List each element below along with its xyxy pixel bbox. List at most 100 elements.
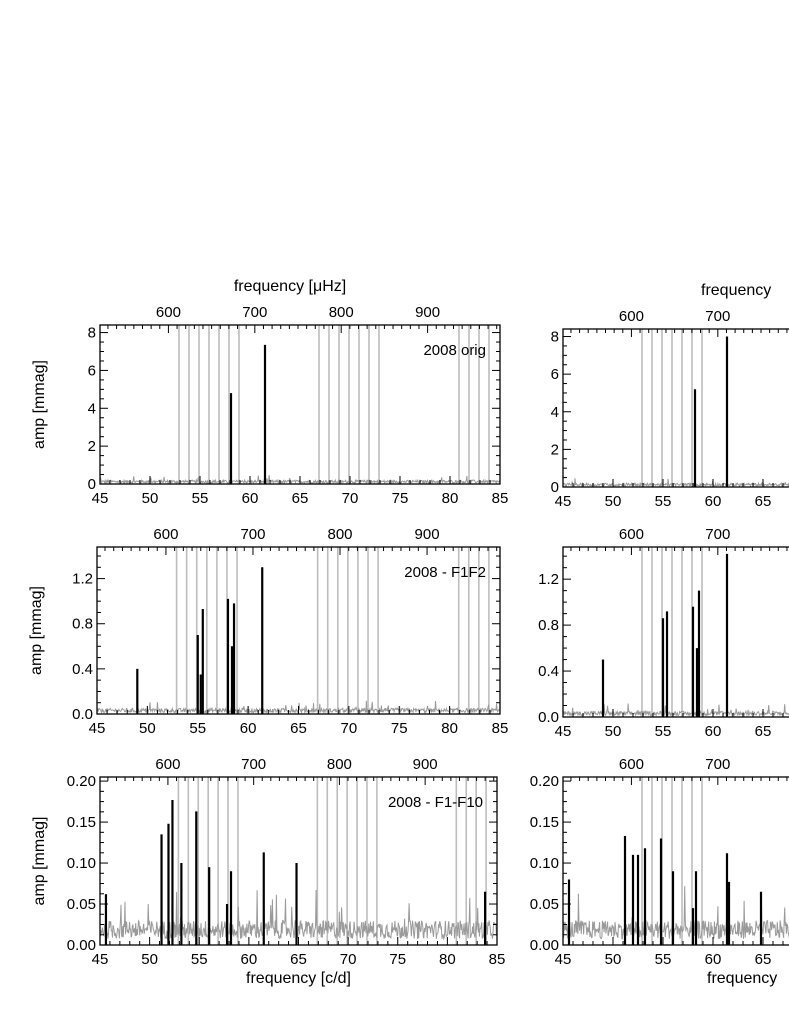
x-tick-label: 50 [142,490,159,507]
x-tick-label: 80 [439,951,456,968]
y-tick-label: 0.05 [530,896,559,913]
y-tick-label: 6 [88,362,96,379]
y-tick-label: 0.00 [67,937,96,954]
y-axis-label: amp [mmag] [28,586,45,675]
x-tick-label: 45 [555,951,572,968]
x-tick-label: 80 [441,720,458,737]
panel-annotation: 2008 - F1-F10 [388,794,483,811]
plot-area [563,547,789,717]
top-tick-label: 600 [619,526,644,543]
x-tick-label: 85 [492,720,509,737]
noise-trace [100,889,497,941]
top-tick-label: 800 [328,526,353,543]
y-tick-label: 8 [88,325,96,342]
x-tick-label: 55 [655,723,672,740]
x-axis-label: frequency [707,970,777,987]
plot-area [563,329,789,487]
x-tick-label: 55 [191,951,208,968]
x-tick-label: 65 [290,720,307,737]
x-tick-label: 75 [389,951,406,968]
top-axis-label: frequency [μHz] [234,278,346,295]
y-axis-label: amp [mmag] [31,360,48,449]
x-tick-label: 60 [705,493,722,510]
x-tick-label: 50 [605,951,622,968]
x-tick-label: 45 [92,490,109,507]
x-tick-label: 65 [290,951,307,968]
x-tick-label: 75 [392,490,409,507]
panel-1: 45 50 55 60 65 70 75 80 85 600 700 800 900 0 2 4 6 8 2008 … [31,278,508,507]
top-tick-label: 700 [705,756,730,773]
x-tick-label: 60 [705,723,722,740]
top-tick-label: 700 [705,308,730,325]
top-tick-label: 700 [242,304,267,321]
x-tick-label: 50 [141,951,158,968]
x-tick-label: 50 [605,723,622,740]
y-tick-label: 4 [551,404,559,421]
y-tick-label: 0.8 [72,616,93,633]
top-tick-label: 700 [705,526,730,543]
panel-3: 45 50 55 60 65 70 75 80 85 600 700 800 900 0.00 0.05 0.… [31,756,505,987]
plot-area [100,325,500,484]
panel-6: 45 50 55 60 65 600 700 0.00 0.05 0.10 0.15 0.20 freq… [530,756,789,987]
x-tick-label: 45 [89,720,106,737]
noise-trace [563,886,789,940]
y-tick-label: 0 [551,479,559,496]
y-tick-label: 0.0 [538,709,559,726]
y-tick-label: 8 [551,329,559,346]
x-axis-label: frequency [c/d] [246,970,351,987]
y-tick-label: 0.10 [530,855,559,872]
top-tick-label: 800 [329,304,354,321]
panel-annotation: 2008 orig [423,342,486,359]
y-tick-label: 0.0 [72,706,93,723]
top-tick-label: 600 [155,756,180,773]
x-tick-label: 70 [342,490,359,507]
top-tick-label: 900 [415,526,440,543]
x-tick-label: 55 [192,490,209,507]
y-axis-label: amp [mmag] [31,817,48,906]
noise-trace [563,478,789,487]
x-tick-label: 50 [139,720,156,737]
top-tick-label: 600 [619,308,644,325]
x-tick-label: 55 [189,720,206,737]
plot-frame [562,328,789,488]
y-tick-label: 0.8 [538,617,559,634]
panel-5: 45 50 55 60 65 600 700 0.0 0.4 0.8 1.2 [538,526,789,740]
y-tick-label: 2 [551,441,559,458]
x-tick-label: 45 [555,493,572,510]
x-tick-label: 60 [242,490,259,507]
x-tick-label: 80 [442,490,459,507]
x-tick-label: 85 [492,490,509,507]
x-tick-label: 75 [391,720,408,737]
y-tick-label: 0.20 [530,773,559,790]
y-tick-label: 0.15 [530,814,559,831]
y-tick-label: 1.2 [72,571,93,588]
x-tick-label: 45 [92,951,109,968]
y-tick-label: 2 [88,438,96,455]
top-tick-label: 700 [241,756,266,773]
y-tick-label: 0.4 [538,663,559,680]
panel-2: 45 50 55 60 65 70 75 80 85 600 700 800 900 0.0 0.4 0.8 1… [28,526,508,737]
plot-area [100,777,497,945]
top-tick-label: 600 [153,526,178,543]
panel-4: 45 50 55 60 65 600 700 0 2 4 6 8 frequency [551,282,789,510]
x-tick-label: 55 [655,951,672,968]
plot-area [563,777,789,945]
y-tick-label: 0 [88,476,96,493]
y-tick-label: 0.00 [530,937,559,954]
top-axis-label: frequency [701,282,771,299]
x-tick-label: 45 [555,723,572,740]
y-tick-label: 0.20 [67,773,96,790]
y-tick-label: 0.15 [67,814,96,831]
x-tick-label: 65 [755,493,772,510]
x-tick-label: 65 [755,723,772,740]
top-tick-label: 600 [619,756,644,773]
y-tick-label: 0.05 [67,896,96,913]
x-tick-label: 70 [341,720,358,737]
x-tick-label: 60 [241,951,258,968]
y-tick-label: 4 [88,400,96,417]
plot-frame [562,776,789,946]
x-tick-label: 65 [755,951,772,968]
x-tick-label: 85 [489,951,506,968]
x-tick-label: 60 [240,720,257,737]
